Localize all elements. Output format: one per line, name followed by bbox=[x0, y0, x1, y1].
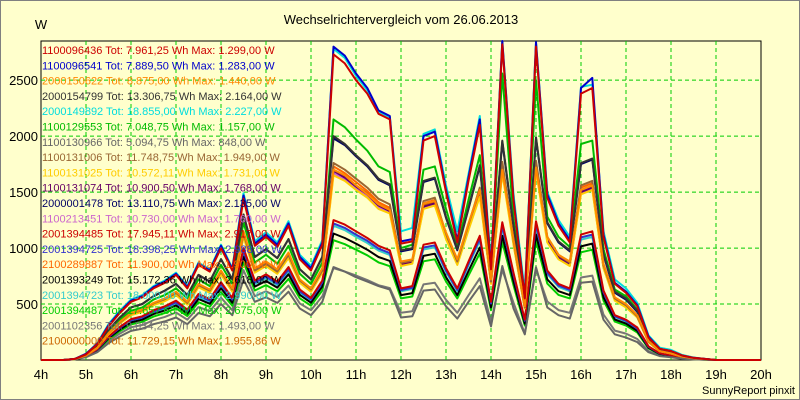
x-tick-label: 10h bbox=[300, 367, 322, 382]
legend-entry-2001393249: 2001393249 Tot: 15.172,36 Wh Max: 2.618,… bbox=[42, 275, 282, 287]
y-axis-label: W bbox=[35, 17, 48, 32]
legend-entry-1100129553: 1100129553 Tot: 7.048,75 Wh Max: 1.157,0… bbox=[42, 122, 275, 134]
plot-area: 4h 5h 6h 7h 8h 9h 10h 11h 12h 13h 14h 15h 16h 17h 18h 1… bbox=[9, 40, 772, 382]
legend-entry-1100131006: 1100131006 Tot: 11.748,75 Wh Max: 1.949,… bbox=[42, 152, 281, 164]
legend-entry-2001394485: 2001394485 Tot: 17.945,11 Wh Max: 2.917,… bbox=[42, 229, 281, 241]
y-tick-label: 1000 bbox=[9, 241, 38, 256]
legend-entry-1100213451: 1100213451 Tot: 10.730,00 Wh Max: 1.760,… bbox=[42, 213, 281, 225]
legend-entry-2000150622: 2000150622 Tot: 8.875,00 Wh Max: 1.440,0… bbox=[42, 76, 276, 88]
legend-entry-2000154799: 2000154799 Tot: 13.306,75 Wh Max: 2.164,… bbox=[42, 91, 282, 103]
y-tick-label: 2500 bbox=[9, 73, 38, 88]
y-tick-label: 1500 bbox=[9, 185, 38, 200]
series-line-2001102356 bbox=[41, 267, 761, 361]
legend-entry-2001394725: 2001394725 Tot: 18.398,25 Wh Max: 2.988,… bbox=[42, 244, 282, 256]
legend-entry-2001394487: 2001394487 Tot: 17.657,63 Wh Max: 2.675,… bbox=[42, 305, 282, 317]
y-tick-label: 500 bbox=[16, 297, 38, 312]
series-line-2001394487 bbox=[41, 239, 761, 361]
x-tick-label: 19h bbox=[705, 367, 727, 382]
series-line-1100129553 bbox=[41, 72, 761, 361]
x-tick-label: 13h bbox=[435, 367, 457, 382]
x-tick-label: 9h bbox=[259, 367, 273, 382]
x-tick-label: 11h bbox=[346, 367, 367, 382]
x-tick-label: 14h bbox=[480, 367, 502, 382]
legend-entry-2100000000: 2100000000 Tot: 11.729,15 Wh Max: 1.955,… bbox=[42, 336, 281, 348]
chart-title: Wechselrichtervergleich vom 26.06.2013 bbox=[284, 12, 519, 27]
legend-entry-1100096436: 1100096436 Tot: 7.961,25 Wh Max: 1.299,0… bbox=[42, 45, 275, 57]
x-tick-label: 4h bbox=[34, 367, 48, 382]
x-tick-label: 5h bbox=[79, 367, 93, 382]
y-tick-label: 2000 bbox=[9, 129, 38, 144]
x-tick-label: 18h bbox=[660, 367, 682, 382]
footer-credit: SunnyReport pinxit bbox=[702, 385, 795, 397]
x-tick-label: 17h bbox=[615, 367, 637, 382]
legend-entry-2001394723: 2001394723 Tot: 18.000,00 Wh Max: 2.990,… bbox=[42, 290, 282, 302]
legend-entry-2000149892: 2000149892 Tot: 18.855,00 Wh Max: 2.227,… bbox=[42, 106, 282, 118]
legend-entry-1100130966: 1100130966 Tot: 5.094,75 Wh Max: 848,00 … bbox=[42, 137, 266, 149]
x-tick-label: 8h bbox=[214, 367, 228, 382]
legend-entry-1100096541: 1100096541 Tot: 7.889,50 Wh Max: 1.283,0… bbox=[42, 60, 275, 72]
x-tick-label: 6h bbox=[124, 367, 138, 382]
x-tick-label: 12h bbox=[390, 367, 412, 382]
legend-entry-2001102356: 2001102356 Tot: 9.034,25 Wh Max: 1.493,0… bbox=[42, 320, 275, 332]
legend-entry-2000001478: 2000001478 Tot: 13.110,75 Wh Max: 2.135,… bbox=[42, 198, 281, 210]
series-line-1100096436 bbox=[41, 43, 761, 361]
series-line-2001393249 bbox=[41, 232, 761, 361]
series-line-2001394485 bbox=[41, 219, 761, 361]
legend-entry-1100131025: 1100131025 Tot: 10.572,11 Wh Max: 1.731,… bbox=[42, 167, 281, 179]
series-line-2000150622 bbox=[41, 166, 761, 361]
x-tick-label: 20h bbox=[750, 367, 772, 382]
x-tick-label: 15h bbox=[525, 367, 547, 382]
series-line-1100130966 bbox=[41, 265, 761, 361]
legend-entry-2100289887: 2100289887 Tot: 11.900,00 Wh Max: 1.900,… bbox=[42, 259, 281, 271]
series-line-2000154799 bbox=[41, 135, 761, 361]
x-tick-label: 7h bbox=[169, 367, 183, 382]
legend-entry-1100131074: 1100131074 Tot: 10.900,50 Wh Max: 1.768,… bbox=[42, 183, 281, 195]
x-tick-label: 16h bbox=[570, 367, 592, 382]
